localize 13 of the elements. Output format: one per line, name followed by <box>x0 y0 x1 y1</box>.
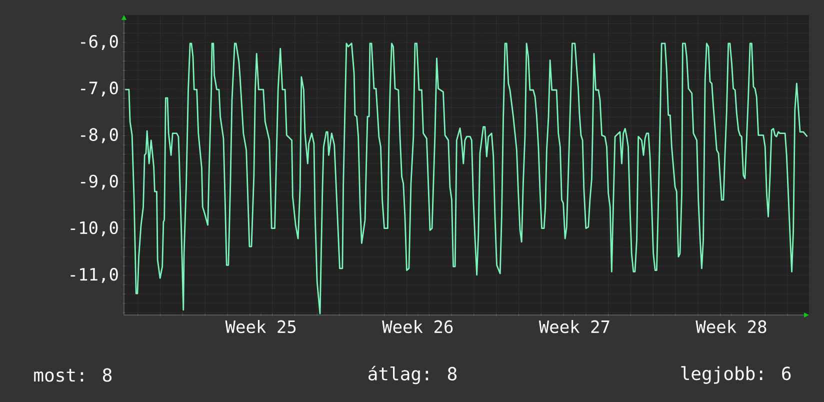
x-tick-label: Week 28 <box>696 320 766 334</box>
y-tick-label: -7,0 <box>80 82 118 97</box>
y-tick-label: -10,0 <box>70 221 118 236</box>
y-tick-label: -6,0 <box>80 34 118 50</box>
x-tick-label: Week 26 <box>382 320 453 334</box>
y-tick-label: -9,0 <box>80 174 118 190</box>
text: most: 8 <box>34 368 112 382</box>
x-tick-label: Week 27 <box>538 320 610 334</box>
text: legjobb: 6 <box>681 366 791 384</box>
y-tick-label: -11,0 <box>70 268 118 283</box>
y-tick-label: -8,0 <box>80 128 118 144</box>
text: átlag: 8 <box>368 366 456 384</box>
x-tick-label: Week 25 <box>225 320 296 334</box>
